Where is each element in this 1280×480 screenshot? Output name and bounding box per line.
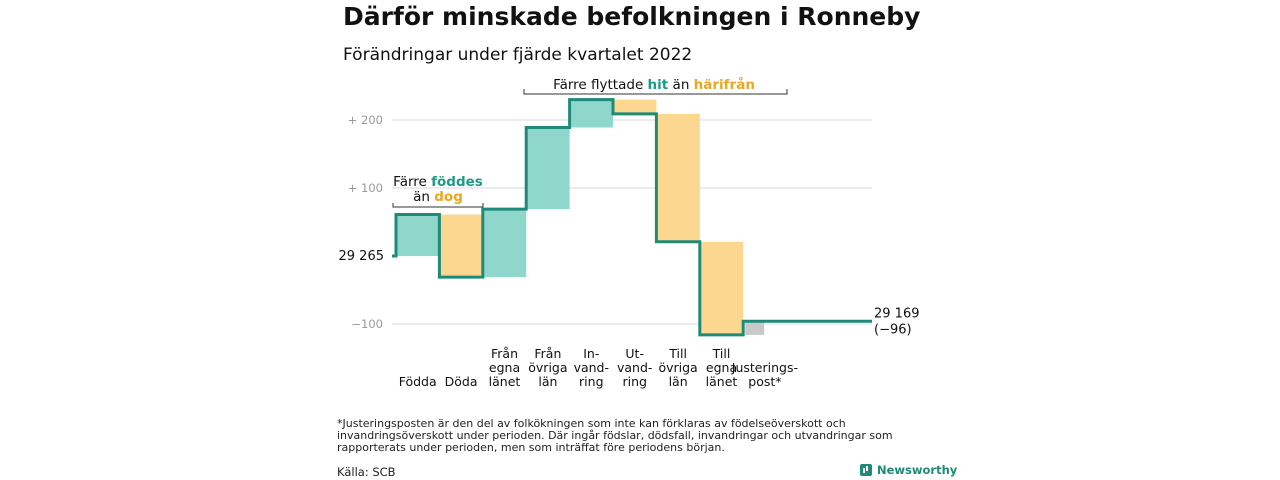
annotation-bracket: [523, 89, 788, 95]
source-label: Källa: SCB: [337, 465, 396, 479]
category-label: länet: [706, 374, 738, 389]
category-label: vand-: [574, 360, 609, 375]
category-label: Döda: [445, 374, 478, 389]
category-label: Ut-: [625, 346, 644, 361]
end-value-label: 29 169: [874, 306, 920, 321]
category-label: Från: [491, 346, 518, 361]
category-label: vand-: [617, 360, 652, 375]
annotation-births-deaths: Färre föddes: [393, 174, 483, 190]
y-tick-label: −100: [351, 317, 383, 331]
annotation-migration: Färre flyttade hit än härifrån: [553, 76, 755, 93]
category-label: Från: [534, 346, 561, 361]
y-tick-label: + 200: [348, 113, 383, 127]
cumulative-line: [392, 98, 872, 337]
annotation-bracket: [392, 203, 484, 208]
newsworthy-logo-icon: [860, 464, 872, 476]
category-label: övriga: [528, 360, 567, 375]
brand-logo: Newsworthy: [860, 463, 957, 477]
annotation-births-deaths-line2: än dog: [413, 189, 463, 205]
category-label: In-: [583, 346, 599, 361]
waterfall-bar: [439, 214, 483, 278]
end-change-label: (−96): [874, 322, 912, 337]
chart-title: Därför minskade befolkningen i Ronneby: [343, 2, 921, 31]
category-label: Justerings-: [731, 360, 798, 375]
waterfall-bar: [656, 113, 700, 242]
start-value-label: 29 265: [339, 249, 385, 264]
category-label: egna: [706, 360, 737, 375]
waterfall-bar: [569, 99, 613, 128]
category-label: Födda: [399, 374, 437, 389]
waterfall-bar: [699, 241, 744, 335]
chart-subtitle: Förändringar under fjärde kvartalet 2022: [343, 45, 693, 65]
waterfall-bar: [526, 127, 570, 210]
category-label: Till: [668, 346, 687, 361]
category-label: länet: [489, 374, 521, 389]
waterfall-bar: [482, 209, 527, 278]
waterfall-bar: [745, 321, 765, 335]
category-label: övriga: [658, 360, 697, 375]
waterfall-bar: [396, 214, 440, 256]
category-label: ring: [579, 374, 603, 389]
category-label: egna: [489, 360, 520, 375]
category-label: län: [538, 374, 557, 389]
category-label: län: [669, 374, 688, 389]
category-label: Till: [712, 346, 731, 361]
category-label: post*: [748, 374, 781, 389]
category-label: ring: [622, 374, 646, 389]
brand-name: Newsworthy: [877, 463, 958, 477]
y-tick-label: + 100: [348, 181, 383, 195]
footnote: *Justeringsposten är den del av folkökni…: [337, 417, 893, 454]
waterfall-bar: [613, 99, 657, 114]
